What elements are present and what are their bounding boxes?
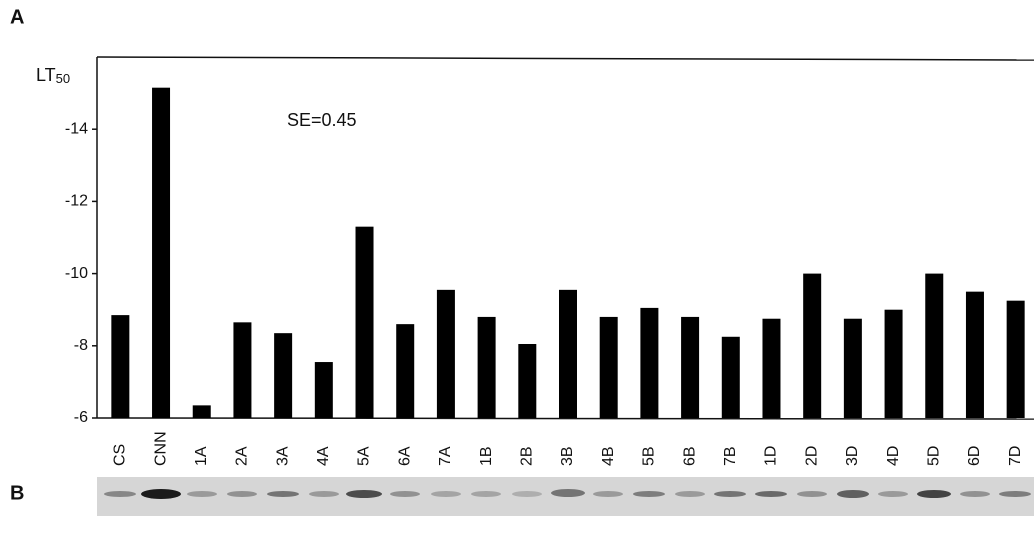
- band: [551, 489, 585, 497]
- x-tick-label: 5B: [641, 446, 658, 466]
- x-tick-label: 1D: [763, 446, 780, 466]
- bar: [966, 292, 984, 418]
- panel-label: B: [10, 482, 24, 504]
- x-tick-label: 7B: [722, 446, 739, 466]
- band: [797, 491, 827, 497]
- band: [675, 491, 705, 497]
- blot: [97, 477, 1034, 516]
- panel-label: A: [10, 6, 24, 28]
- band: [878, 491, 908, 497]
- bar: [722, 337, 740, 418]
- band: [104, 491, 136, 497]
- x-tick-label: 7D: [1007, 446, 1024, 466]
- band: [390, 491, 420, 497]
- band: [267, 491, 299, 497]
- band: [309, 491, 339, 497]
- band: [512, 491, 542, 497]
- y-label-subscript: 50: [56, 71, 70, 86]
- band: [633, 491, 665, 497]
- x-tick-label: 3A: [274, 446, 291, 466]
- band: [431, 491, 461, 497]
- band: [999, 491, 1031, 497]
- x-tick-label: 1A: [193, 446, 210, 466]
- bar: [1007, 301, 1025, 418]
- x-tick-label: 6D: [966, 446, 983, 466]
- bar: [478, 317, 496, 418]
- x-tick-label: 6B: [681, 446, 698, 466]
- y-tick-label: -14: [65, 120, 88, 137]
- x-tick-label: CNN: [152, 431, 169, 466]
- y-axis-label: LT50: [36, 65, 70, 87]
- x-tick-label: 2D: [803, 446, 820, 466]
- bar: [518, 344, 536, 418]
- bar: [803, 274, 821, 418]
- y-label-main: LT: [36, 65, 56, 85]
- bar: [356, 227, 374, 418]
- y-tick-label: -10: [65, 265, 88, 282]
- band: [714, 491, 746, 497]
- bar: [600, 317, 618, 418]
- band: [593, 491, 623, 497]
- x-tick-label: 5A: [356, 446, 373, 466]
- band: [346, 490, 382, 498]
- band: [755, 491, 787, 497]
- bar: [193, 405, 211, 418]
- x-tick-label: 1B: [478, 446, 495, 466]
- band: [227, 491, 257, 497]
- band: [471, 491, 501, 497]
- x-tick-label: 5D: [925, 446, 942, 466]
- x-tick-label: 4D: [885, 446, 902, 466]
- bar: [315, 362, 333, 418]
- x-tick-label: 4B: [600, 446, 617, 466]
- bar: [152, 88, 170, 418]
- y-tick-label: -12: [65, 193, 88, 210]
- y-tick-label: -6: [74, 409, 88, 426]
- band: [141, 489, 181, 499]
- figure: A B LT50 SE=0.45: [0, 0, 1034, 533]
- bar: [762, 319, 780, 418]
- x-tick-label: 3B: [559, 446, 576, 466]
- bar: [437, 290, 455, 418]
- band: [960, 491, 990, 497]
- bar: [640, 308, 658, 418]
- bar: [559, 290, 577, 418]
- bar: [885, 310, 903, 418]
- x-tick-label: 7A: [437, 446, 454, 466]
- y-tick-label: -8: [74, 337, 88, 354]
- x-tick-label: 2A: [234, 446, 251, 466]
- bar: [233, 322, 251, 418]
- bar: [111, 315, 129, 418]
- x-tick-label: 3D: [844, 446, 861, 466]
- annotation: SE=0.45: [287, 110, 357, 130]
- bar: [396, 324, 414, 418]
- band: [837, 490, 869, 498]
- x-tick-label: 6A: [396, 446, 413, 466]
- bar: [681, 317, 699, 418]
- x-tick-label: CS: [112, 444, 129, 466]
- bar: [844, 319, 862, 418]
- bar: [925, 274, 943, 418]
- frame-top: [97, 57, 1034, 60]
- bar: [274, 333, 292, 418]
- x-tick-label: 2B: [519, 446, 536, 466]
- x-tick-label: 4A: [315, 446, 332, 466]
- x-axis-line: [97, 418, 1034, 419]
- band: [917, 490, 951, 498]
- band: [187, 491, 217, 497]
